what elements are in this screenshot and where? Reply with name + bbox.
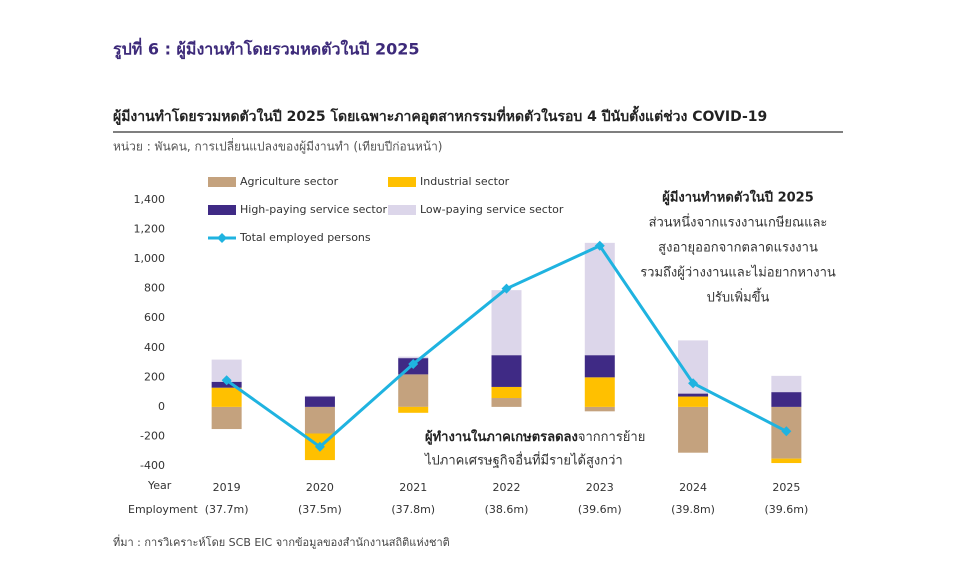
bar [678, 396, 709, 407]
y-tick-label: -200 [140, 429, 165, 442]
legend-label: Low-paying service sector [420, 203, 564, 216]
y-tick-label: 600 [144, 311, 165, 324]
x-tick-label: 2025 [772, 481, 800, 494]
marker [688, 378, 699, 389]
bar [584, 355, 615, 378]
bar [211, 406, 242, 430]
y-tick-label: -400 [140, 459, 165, 472]
bar [678, 393, 709, 397]
bar [304, 396, 335, 407]
x-tick-label: 2024 [679, 481, 707, 494]
legend-label: Industrial sector [420, 175, 510, 188]
employment-value: (39.8m) [671, 503, 715, 516]
annotation-text: ผู้มีงานทำหดตัวในปี 2025 [662, 189, 814, 206]
bar [584, 377, 615, 407]
employment-value: (37.8m) [391, 503, 435, 516]
y-tick-label: 1,400 [134, 193, 166, 206]
x-tick-label: 2021 [399, 481, 427, 494]
legend-marker [217, 233, 227, 243]
chart-subtitle: หน่วย : พันคน, การเปลี่ยนแปลงของผู้มีงาน… [113, 138, 443, 155]
bar [491, 398, 522, 407]
bar [584, 406, 615, 412]
legend-label: High-paying service sector [240, 203, 387, 216]
bar [491, 290, 522, 356]
y-tick-label: 200 [144, 370, 165, 383]
marker [781, 426, 792, 437]
annotation-bold: ผู้ทำงานในภาคเกษตรลดลง [425, 428, 578, 445]
legend-label: Total employed persons [239, 231, 371, 244]
marker [408, 359, 419, 370]
x-tick-label: 2020 [306, 481, 334, 494]
y-tick-label: 400 [144, 341, 165, 354]
x-tick-label: 2023 [586, 481, 614, 494]
bar [398, 374, 429, 407]
source: ที่มา : การวิเคราะห์โดย SCB EIC จากข้อมู… [113, 534, 450, 549]
marker [314, 441, 325, 452]
year-label: Year [147, 479, 172, 492]
marker [221, 375, 232, 386]
bar [491, 386, 522, 399]
annotation-text: ไปภาคเศรษฐกิจอื่นที่มีรายได้สูงกว่า [424, 452, 623, 469]
marker [594, 240, 605, 251]
annotation-text: ปรับเพิ่มขึ้น [707, 288, 770, 306]
annotation-text: สูงอายุออกจากตลาดแรงงาน [658, 241, 818, 256]
employment-value: (37.5m) [298, 503, 342, 516]
bar [304, 395, 335, 397]
y-tick-label: 0 [158, 400, 165, 413]
y-tick-label: 1,200 [134, 223, 166, 236]
bar [398, 356, 429, 359]
legend-swatch [388, 177, 416, 187]
employment-value: (38.6m) [485, 503, 529, 516]
bar [491, 355, 522, 387]
annotation-text: รวมถึงผู้ว่างงานและไม่อยากหางาน [640, 265, 836, 281]
marker [501, 283, 512, 294]
employment-value: (37.7m) [205, 503, 249, 516]
x-tick-label: 2022 [493, 481, 521, 494]
bar [771, 392, 802, 407]
legend-swatch [388, 205, 416, 215]
y-tick-label: 1,000 [134, 252, 166, 265]
employment-value: (39.6m) [578, 503, 622, 516]
bar [398, 406, 429, 413]
bar [771, 375, 802, 393]
annotation-rest: จากการย้าย [578, 430, 645, 445]
y-tick-label: 800 [144, 282, 165, 295]
bar [304, 406, 335, 434]
bar [771, 458, 802, 464]
employment-value: (39.6m) [764, 503, 808, 516]
legend-swatch [208, 177, 236, 187]
x-tick-label: 2019 [213, 481, 241, 494]
annotation-text: ส่วนหนึ่งจากแรงงานเกษียณและ [649, 214, 828, 231]
figure-title: รูปที่ 6 : ผู้มีงานทำโดยรวมหดตัวในปี 202… [113, 38, 420, 61]
bar [211, 387, 242, 407]
bar [678, 406, 709, 453]
annotation-text: ผู้ทำงานในภาคเกษตรลดลงจากการย้าย [425, 428, 645, 445]
employment-label: Employment [128, 503, 198, 516]
legend-swatch [208, 205, 236, 215]
bar [211, 359, 242, 382]
chart-title: ผู้มีงานทำโดยรวมหดตัวในปี 2025 โดยเฉพาะภ… [113, 105, 767, 125]
legend-label: Agriculture sector [240, 175, 339, 188]
